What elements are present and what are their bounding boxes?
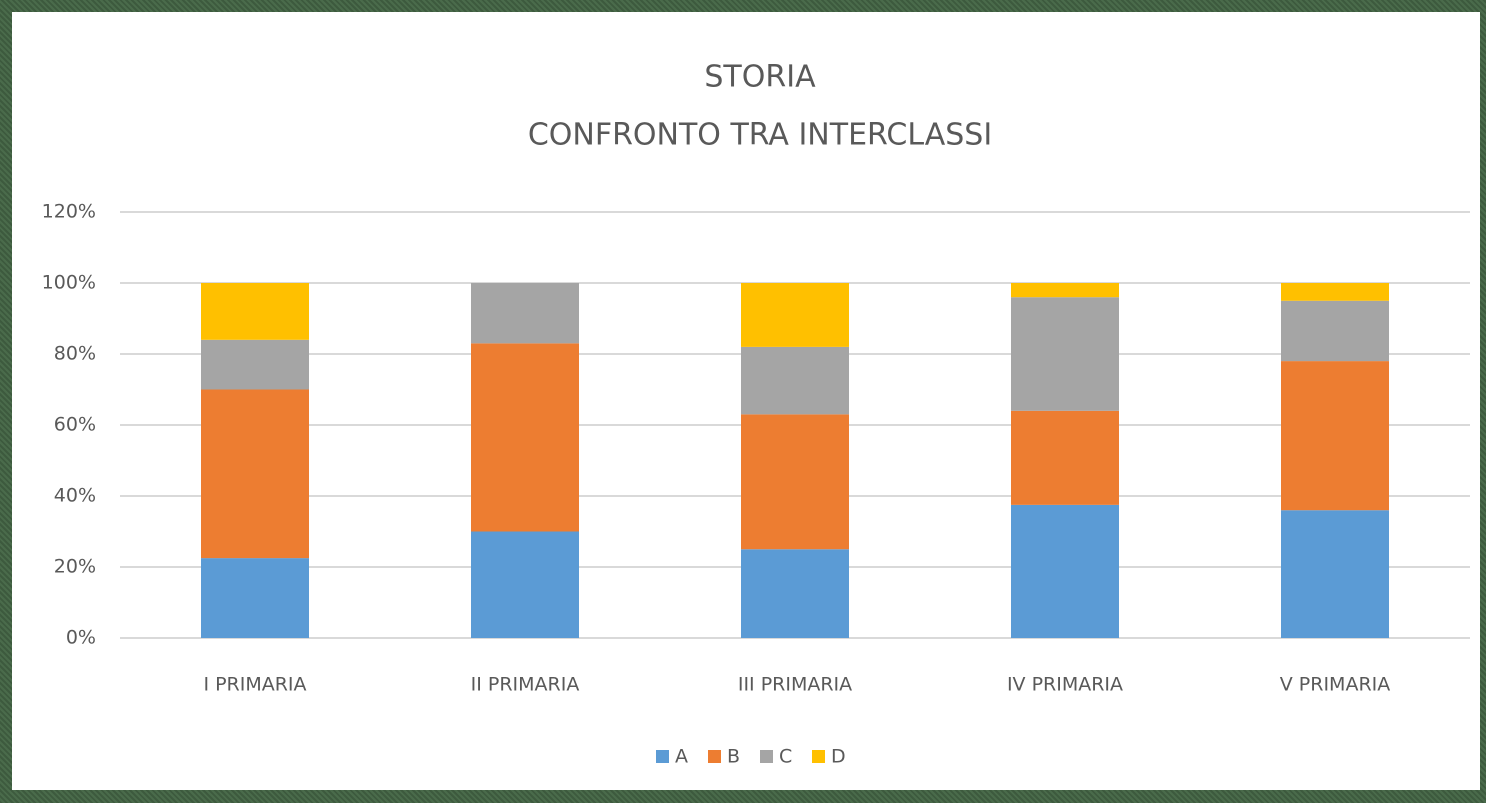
legend-label: D	[831, 746, 846, 768]
x-tick-label: III PRIMARIA	[738, 674, 852, 696]
legend-swatch	[812, 750, 825, 763]
bar-segment	[741, 283, 849, 347]
y-tick-label: 60%	[54, 414, 96, 436]
bar-segment	[201, 283, 309, 340]
y-tick-label: 100%	[42, 272, 96, 294]
chart-subtitle: CONFRONTO TRA INTERCLASSI	[528, 118, 992, 153]
chart-title: STORIA	[704, 60, 816, 95]
x-tick-label: V PRIMARIA	[1280, 674, 1391, 696]
bar-segment	[741, 346, 849, 415]
bar-segment	[741, 414, 849, 550]
bar-segment	[201, 339, 309, 390]
bar-segment	[1281, 510, 1389, 638]
y-tick-label: 20%	[54, 556, 96, 578]
y-tick-label: 120%	[42, 201, 96, 223]
x-tick-label: II PRIMARIA	[471, 674, 580, 696]
bar-segment	[1011, 410, 1119, 505]
legend-label: B	[727, 746, 740, 768]
bar-segment	[201, 558, 309, 638]
bar-segment	[1281, 361, 1389, 511]
legend-swatch	[760, 750, 773, 763]
legend-swatch	[656, 750, 669, 763]
bar-segment	[1281, 300, 1389, 362]
bar-segment	[741, 549, 849, 638]
x-tick-label: I PRIMARIA	[203, 674, 306, 696]
bar-segment	[471, 283, 579, 344]
legend-label: A	[675, 746, 688, 768]
bar-segment	[1281, 283, 1389, 301]
y-tick-label: 80%	[54, 343, 96, 365]
legend-swatch	[708, 750, 721, 763]
bar-segment	[471, 343, 579, 532]
y-tick-label: 0%	[66, 627, 96, 649]
bar-segment	[1011, 297, 1119, 411]
legend-label: C	[779, 746, 792, 768]
bar-segment	[1011, 504, 1119, 638]
y-tick-label: 40%	[54, 485, 96, 507]
bar-segment	[201, 389, 309, 559]
bar-segment	[471, 531, 579, 638]
bar-segment	[1011, 283, 1119, 298]
x-tick-label: IV PRIMARIA	[1007, 674, 1123, 696]
